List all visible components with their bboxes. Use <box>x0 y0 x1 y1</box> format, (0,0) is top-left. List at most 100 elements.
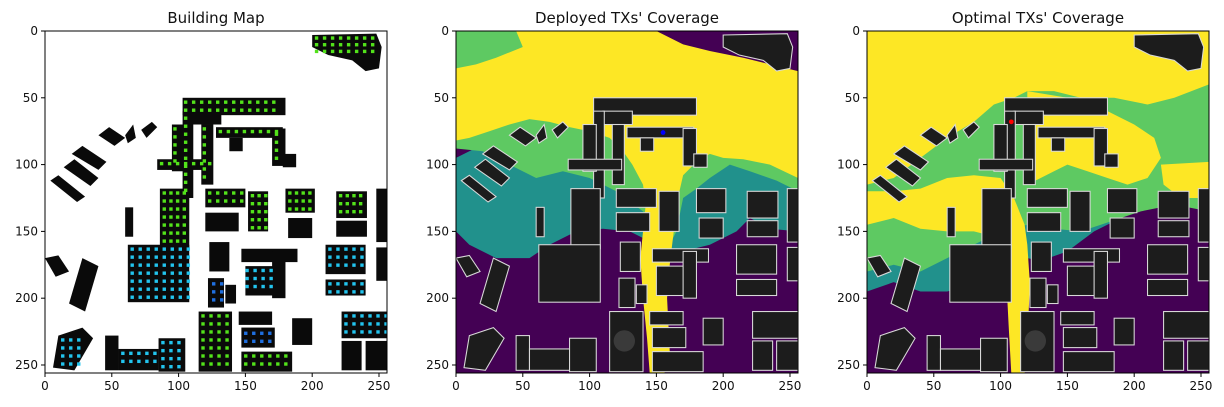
panel-building-map: Building Map 0 50 100 150 200 250050100150200… <box>15 9 390 393</box>
x-tick-label: 100 <box>167 379 190 393</box>
rooftop-marker <box>245 276 249 281</box>
x-tick-label: 250 <box>368 379 391 393</box>
rooftop-marker <box>216 108 220 112</box>
y-tick-label: 250 <box>837 358 860 372</box>
rooftop-marker <box>209 362 213 366</box>
rooftop-marker <box>137 351 141 356</box>
rooftop-marker <box>257 218 261 222</box>
rooftop-marker <box>161 348 165 353</box>
rooftop-marker <box>226 129 231 134</box>
rooftop-marker <box>178 295 182 299</box>
x-tick-label: 150 <box>234 379 257 393</box>
rooftop-marker <box>217 314 221 318</box>
rooftop-marker <box>191 100 196 104</box>
rooftop-marker <box>225 362 229 366</box>
rooftop-marker <box>209 330 213 334</box>
rooftop-marker <box>217 330 221 334</box>
rooftop-marker <box>170 263 174 267</box>
rooftop-marker <box>224 100 228 104</box>
rooftop-marker <box>352 322 356 326</box>
rooftop-marker <box>345 202 349 206</box>
rooftop-marker <box>376 314 380 318</box>
rooftop-marker <box>258 129 263 134</box>
rooftop-marker <box>129 351 133 356</box>
rooftop-marker <box>250 193 255 198</box>
rooftop-marker <box>288 207 292 211</box>
rooftop-marker <box>338 36 343 40</box>
rooftop-marker <box>352 263 356 267</box>
rooftop-marker <box>173 127 177 131</box>
rooftop-marker <box>384 330 387 334</box>
rooftop-marker <box>338 49 343 54</box>
rooftop-marker <box>202 127 207 131</box>
rooftop-marker <box>240 108 244 112</box>
rooftop-marker <box>169 364 173 369</box>
rooftop-marker <box>182 231 187 235</box>
rooftop-marker <box>186 247 191 251</box>
rooftop-marker <box>137 359 141 364</box>
rooftop-marker <box>201 314 205 318</box>
rooftop-marker <box>162 207 166 211</box>
y-tick-label: 0 <box>30 24 38 38</box>
rooftop-marker <box>224 108 228 112</box>
rooftop-marker <box>77 346 81 350</box>
rooftop-marker <box>308 191 312 195</box>
rooftop-marker <box>216 199 220 203</box>
rooftop-marker <box>252 362 256 366</box>
rooftop-marker <box>153 359 157 364</box>
rooftop-marker <box>209 314 213 318</box>
rooftop-marker <box>344 314 348 318</box>
rooftop-marker <box>344 263 348 267</box>
rooftop-marker <box>138 279 142 283</box>
rooftop-marker <box>220 290 224 294</box>
rooftop-marker <box>183 156 188 160</box>
y-tick-label: 150 <box>837 224 860 238</box>
rooftop-marker <box>264 218 268 222</box>
rooftop-marker <box>264 108 268 112</box>
x-tick-label: 150 <box>645 379 668 393</box>
rooftop-marker <box>182 207 187 211</box>
rooftop-marker <box>352 282 356 286</box>
rooftop-marker <box>162 255 166 259</box>
rooftop-marker <box>250 202 255 206</box>
rooftop-marker <box>169 207 173 211</box>
rooftop-marker <box>269 268 273 273</box>
rooftop-marker <box>338 193 343 198</box>
rooftop-marker <box>175 191 180 195</box>
panel-title-building: Building Map <box>167 9 264 27</box>
rooftop-marker <box>138 247 142 251</box>
rooftop-marker <box>201 354 205 358</box>
rooftop-marker <box>211 282 216 286</box>
rooftop-marker <box>360 290 364 294</box>
x-tick-label: 50 <box>926 379 941 393</box>
rooftop-marker <box>169 231 173 235</box>
rooftop-marker <box>138 295 142 299</box>
rooftop-marker <box>173 159 177 163</box>
rooftop-marker <box>202 167 207 171</box>
rooftop-marker <box>314 43 319 47</box>
rooftop-marker <box>240 100 244 104</box>
rooftop-marker <box>130 295 134 299</box>
rooftop-marker <box>207 199 212 203</box>
rooftop-marker <box>178 287 182 291</box>
rooftop-marker <box>257 226 261 230</box>
rooftop-marker <box>338 43 343 47</box>
rooftop-marker <box>308 207 312 211</box>
x-tick-label: 250 <box>1190 379 1213 393</box>
y-tick-label: 250 <box>15 358 38 372</box>
panel-title-optimal: Optimal TXs' Coverage <box>952 9 1124 27</box>
rooftop-marker <box>169 223 173 227</box>
rooftop-marker <box>216 191 220 195</box>
y-tick-label: 150 <box>426 224 449 238</box>
rooftop-marker <box>209 338 213 342</box>
rooftop-marker <box>146 247 150 251</box>
rooftop-marker <box>301 199 305 203</box>
rooftop-marker <box>360 282 364 286</box>
rooftop-marker <box>77 362 81 366</box>
rooftop-marker <box>376 322 380 326</box>
rooftop-marker <box>360 247 364 251</box>
rooftop-marker <box>130 247 134 251</box>
rooftop-marker <box>220 298 224 302</box>
